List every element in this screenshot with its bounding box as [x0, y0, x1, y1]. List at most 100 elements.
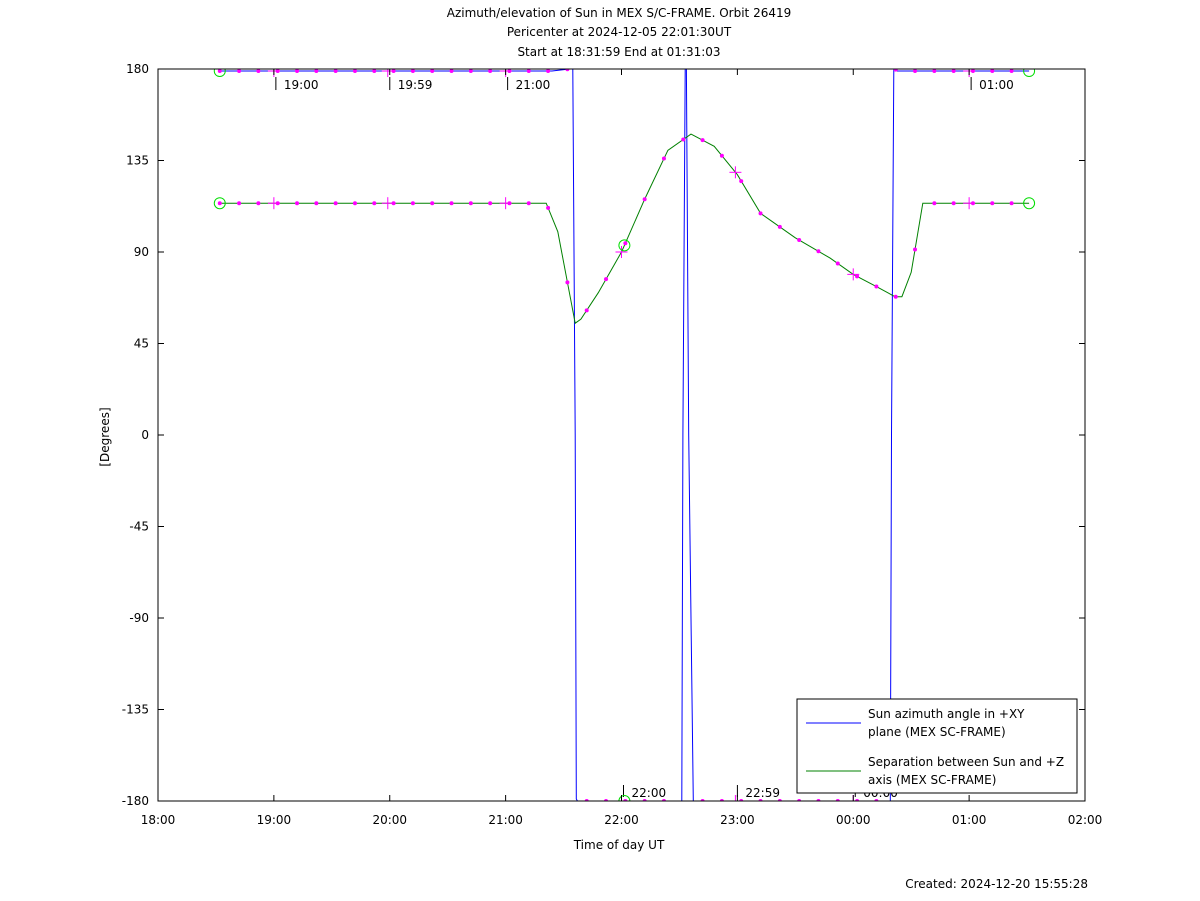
azimuth-marker [990, 69, 995, 74]
separation-marker [816, 249, 821, 254]
separation-marker [951, 201, 956, 206]
time-label: 01:00 [979, 78, 1014, 92]
separation-marker [661, 156, 666, 161]
chart-title: Azimuth/elevation of Sun in MEX S/C-FRAM… [447, 6, 792, 59]
azimuth-marker [295, 69, 300, 74]
event-circle-marker [1023, 69, 1036, 78]
y-tick-label: -180 [122, 794, 149, 808]
x-tick-label: 18:00 [141, 813, 176, 827]
separation-marker [295, 201, 300, 206]
x-tick-label: 01:00 [952, 813, 987, 827]
separation-marker [526, 201, 531, 206]
separation-marker [217, 201, 222, 206]
legend-box [796, 698, 1078, 794]
chart-title-line-1: Azimuth/elevation of Sun in MEX S/C-FRAM… [447, 6, 792, 20]
azimuth-marker [565, 69, 570, 72]
legend-label-line: axis (MEX SC-FRAME) [868, 773, 996, 787]
azimuth-marker [913, 69, 918, 74]
legend: Sun azimuth angle in +XY plane (MEX SC-FR… [796, 698, 1078, 794]
azimuth-marker [449, 69, 454, 74]
separation-marker [488, 201, 493, 206]
separation-marker [874, 284, 879, 289]
separation-marker [758, 211, 763, 216]
x-tick-label: 21:00 [488, 813, 523, 827]
event-circle-marker [618, 239, 631, 252]
x-axis-label: Time of day UT [573, 838, 665, 852]
created-timestamp: Created: 2024-12-20 15:55:28 [905, 877, 1088, 891]
y-tick-label: -135 [122, 703, 149, 717]
separation-marker [623, 241, 628, 246]
x-tick-label: 22:00 [604, 813, 639, 827]
separation-marker [565, 280, 570, 285]
azimuth-marker [468, 69, 473, 74]
y-tick-label: 45 [134, 337, 149, 351]
separation-series-line [219, 133, 1030, 325]
separation-marker [468, 201, 473, 206]
azimuth-marker [932, 69, 937, 74]
azimuth-marker [314, 69, 319, 74]
time-label: 21:00 [516, 78, 551, 92]
event-circle-marker [213, 197, 226, 210]
azimuth-series-line [219, 69, 1030, 801]
time-label: 22:59 [745, 786, 780, 800]
separation-marker [314, 201, 319, 206]
time-label: 22:00 [632, 786, 667, 800]
azimuth-marker [352, 69, 357, 74]
azimuth-marker [256, 69, 261, 74]
azimuth-marker [1009, 69, 1014, 74]
separation-marker [835, 261, 840, 266]
legend-label-line: Sun azimuth angle in +XY [868, 707, 1025, 721]
separation-marker [333, 201, 338, 206]
separation-marker [681, 137, 686, 142]
y-tick-label: -90 [129, 611, 149, 625]
separation-marker [352, 201, 357, 206]
azimuth-marker [217, 69, 222, 74]
y-axis-label: [Degrees] [98, 407, 112, 466]
separation-marker [990, 201, 995, 206]
azimuth-marker [526, 69, 531, 74]
event-circle-marker [213, 69, 226, 78]
event-circle-marker [618, 795, 631, 801]
plot-axes: 18:00 19:00 20:00 21:00 22:00 23:00 00:00 01:00… [122, 62, 1103, 827]
azimuth-marker [237, 69, 242, 74]
x-tick-label: 20:00 [372, 813, 407, 827]
event-circle-marker [1023, 197, 1036, 210]
separation-marker [739, 179, 744, 184]
y-tick-label: 180 [126, 62, 149, 76]
x-tick-label: 00:00 [836, 813, 871, 827]
azimuth-marker [430, 69, 435, 74]
plot-frame [157, 68, 1086, 802]
separation-marker [893, 294, 898, 299]
separation-marker [642, 197, 647, 202]
separation-marker [913, 247, 918, 252]
legend-label-line: plane (MEX SC-FRAME) [868, 725, 1006, 739]
separation-marker [449, 201, 454, 206]
separation-marker [584, 308, 589, 313]
azimuth-marker [410, 69, 415, 74]
azimuth-marker [893, 69, 898, 72]
separation-marker [604, 277, 609, 282]
azimuth-marker [546, 69, 551, 74]
separation-marker [700, 138, 705, 143]
separation-marker [932, 201, 937, 206]
separation-marker [855, 274, 860, 279]
separation-marker [372, 201, 377, 206]
chart-title-line-3: Start at 18:31:59 End at 01:31:03 [517, 45, 720, 59]
y-tick-label: 0 [141, 428, 149, 442]
chart-title-line-2: Pericenter at 2024-12-05 22:01:30UT [507, 25, 732, 39]
separation-marker [719, 153, 724, 158]
y-tick-label: -45 [129, 520, 149, 534]
separation-marker [256, 201, 261, 206]
azimuth-marker [488, 69, 493, 74]
separation-marker [777, 224, 782, 229]
legend-azimuth-label: Sun azimuth angle in +XY plane (MEX SC-FR… [868, 707, 1025, 739]
azimuth-marker [372, 69, 377, 74]
y-tick-label: 135 [126, 154, 149, 168]
legend-separation-label: Separation between Sun and +Z axis (MEX S… [868, 755, 1064, 787]
separation-marker [797, 238, 802, 243]
azimuth-marker [333, 69, 338, 74]
separation-marker [237, 201, 242, 206]
separation-marker [1009, 201, 1014, 206]
time-label: 19:59 [398, 78, 433, 92]
